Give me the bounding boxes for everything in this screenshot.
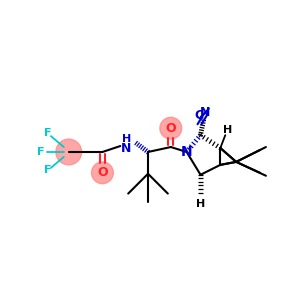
Circle shape xyxy=(56,139,82,165)
Text: C: C xyxy=(194,109,203,122)
Text: H: H xyxy=(196,200,205,209)
Text: H: H xyxy=(223,125,232,135)
Text: N: N xyxy=(121,142,131,154)
Circle shape xyxy=(160,117,182,139)
Text: F: F xyxy=(44,165,52,175)
Text: O: O xyxy=(97,166,108,179)
Text: N: N xyxy=(181,145,193,159)
Text: H: H xyxy=(122,134,131,144)
Text: O: O xyxy=(166,122,176,135)
Text: F: F xyxy=(44,128,52,138)
Circle shape xyxy=(92,162,113,184)
Text: F: F xyxy=(37,147,45,157)
Text: N: N xyxy=(200,106,211,119)
